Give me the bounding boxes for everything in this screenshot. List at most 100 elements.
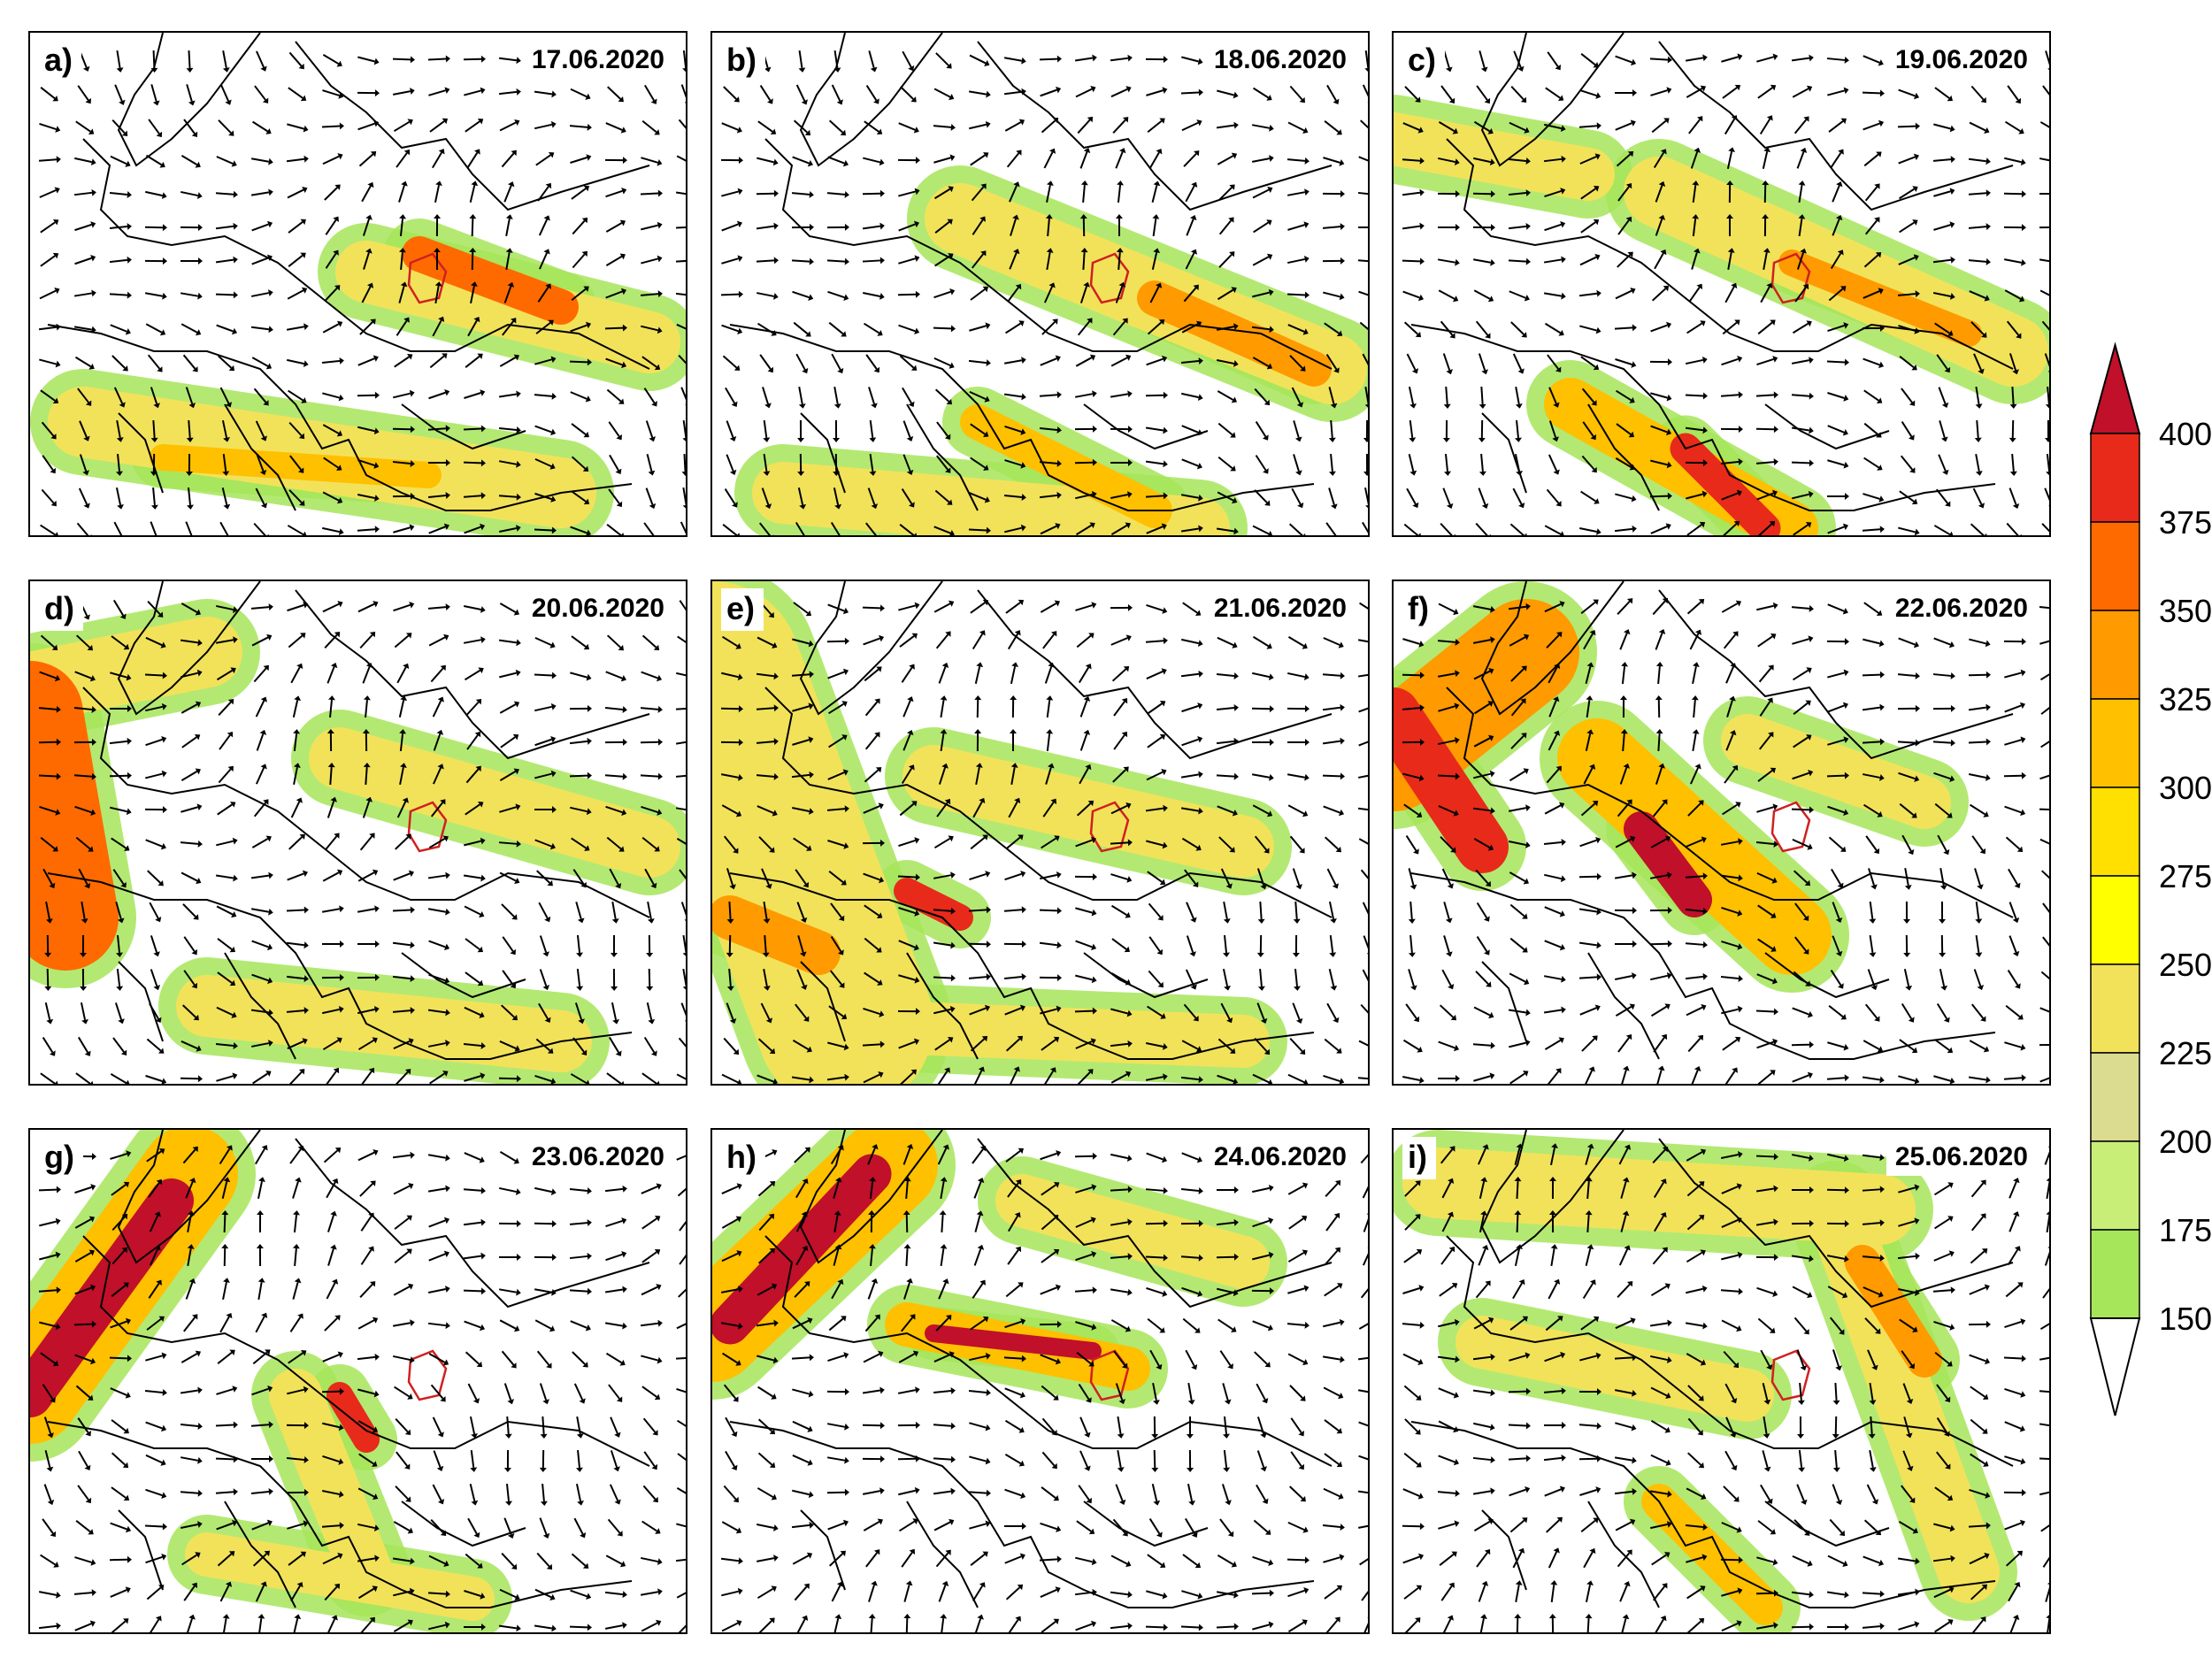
wind-arrow: [253, 522, 266, 535]
wind-arrow-head: [1092, 1588, 1097, 1596]
wind-arrow-head: [1662, 1146, 1669, 1153]
wind-arrow: [862, 1490, 881, 1495]
wind-arrow: [429, 1072, 445, 1084]
wind-arrow-head: [1269, 705, 1274, 713]
wind-arrow-head: [1083, 729, 1091, 735]
wind-arrow: [1615, 289, 1632, 300]
wind-arrow-head: [1983, 1046, 1990, 1053]
wind-arrow: [1586, 1214, 1590, 1233]
wind-arrow: [604, 1624, 624, 1630]
wind-arrow: [250, 191, 270, 196]
wind-arrow: [721, 1073, 739, 1084]
wind-arrow: [1076, 1520, 1092, 1532]
wind-arrow-head: [1302, 1182, 1309, 1189]
wind-arrow: [1510, 701, 1525, 717]
wind-arrow-head: [844, 190, 849, 198]
wind-arrow: [827, 771, 845, 780]
wind-arrow: [1181, 323, 1199, 334]
wind-arrow: [1793, 702, 1809, 715]
wind-arrow-head: [1048, 282, 1056, 288]
wind-arrow-head: [1800, 147, 1808, 153]
wind-arrow-head: [984, 496, 990, 503]
wind-arrow-head: [577, 1500, 584, 1506]
wind-arrow: [1251, 157, 1271, 163]
wind-arrow-head: [1127, 1288, 1133, 1296]
wind-arrow: [1827, 526, 1845, 534]
wind-arrow: [396, 152, 408, 168]
wind-arrow: [902, 733, 911, 751]
wind-arrow: [1217, 1554, 1234, 1565]
wind-arrow-head: [1523, 878, 1530, 885]
wind-arrow: [1933, 224, 1951, 231]
wind-arrow-head: [1091, 943, 1097, 951]
wind-arrow-head: [878, 1071, 884, 1078]
wind-arrow: [1550, 1247, 1555, 1267]
wind-arrow: [1510, 85, 1525, 101]
wind-arrow-head: [950, 871, 956, 879]
wind-arrow-head: [544, 1017, 551, 1023]
wind-arrow-head: [738, 705, 743, 713]
wind-arrow: [870, 1617, 873, 1632]
wind-arrow: [396, 1451, 408, 1467]
wind-arrow: [2004, 289, 2022, 300]
wind-arrow: [1324, 1285, 1340, 1297]
wind-arrow: [1547, 1071, 1560, 1084]
wind-arrow-head: [726, 986, 734, 991]
wind-arrow-head: [879, 1455, 885, 1463]
wind-arrow-head: [844, 1073, 849, 1081]
wind-arrow: [902, 50, 912, 68]
wind-arrow-head: [1915, 672, 1920, 679]
wind-arrow: [463, 1255, 482, 1260]
wind-arrow: [1076, 1351, 1092, 1365]
wind-arrow-head: [1737, 1005, 1743, 1013]
wind-arrow: [827, 290, 845, 299]
wind-arrow-head: [843, 1352, 849, 1359]
wind-arrow: [1148, 902, 1162, 918]
wind-arrow-head: [1302, 1619, 1308, 1626]
wind-arrow: [1323, 157, 1340, 164]
wind-arrow-head: [809, 1076, 814, 1084]
wind-arrow: [1794, 936, 1807, 952]
wind-arrow-head: [736, 1250, 742, 1257]
wind-arrow: [394, 356, 410, 368]
wind-arrow-head: [1525, 804, 1531, 812]
wind-arrow: [675, 1356, 686, 1360]
wind-arrow-head: [950, 1387, 956, 1394]
wind-arrow-head: [336, 60, 342, 67]
wind-arrow-head: [942, 1144, 949, 1150]
wind-arrow: [536, 1552, 550, 1568]
wind-arrow-head: [1984, 295, 1990, 302]
wind-arrow-head: [1336, 330, 1343, 337]
wind-arrow: [1793, 870, 1809, 884]
wind-arrow: [1186, 219, 1194, 236]
wind-arrow: [1147, 1554, 1163, 1566]
wind-arrow-head: [1020, 524, 1026, 532]
wind-arrow-head: [902, 1210, 910, 1216]
wind-arrow: [2003, 192, 2023, 196]
wind-arrow-head: [654, 1248, 661, 1255]
wind-arrow: [1251, 326, 1271, 331]
wind-arrow-head: [1049, 1067, 1056, 1073]
wind-arrow-head: [1843, 669, 1849, 677]
wind-arrow: [1362, 969, 1368, 982]
wind-arrow-head: [81, 918, 88, 924]
wind-arrow-head: [729, 435, 737, 442]
wind-arrow: [1721, 1254, 1739, 1261]
wind-arrow-head: [1156, 148, 1163, 155]
wind-arrow: [720, 1288, 740, 1293]
wind-arrow-head: [908, 65, 915, 72]
wind-arrow-head: [1118, 281, 1126, 288]
wind-arrow-head: [1876, 610, 1883, 617]
wind-arrow-head: [801, 984, 808, 990]
wind-arrow-head: [544, 916, 551, 923]
wind-arrow-head: [682, 986, 686, 990]
wind-arrow-head: [551, 90, 557, 98]
wind-arrow-head: [2015, 97, 2022, 104]
panel-date: 21.06.2020: [1204, 590, 1356, 627]
wind-arrow: [968, 1491, 987, 1494]
wind-arrow: [222, 453, 227, 472]
wind-arrow-head: [480, 1186, 486, 1194]
wind-arrow: [903, 1585, 910, 1602]
wind-arrow-head: [1914, 1184, 1920, 1192]
wind-arrow-head: [809, 671, 814, 679]
